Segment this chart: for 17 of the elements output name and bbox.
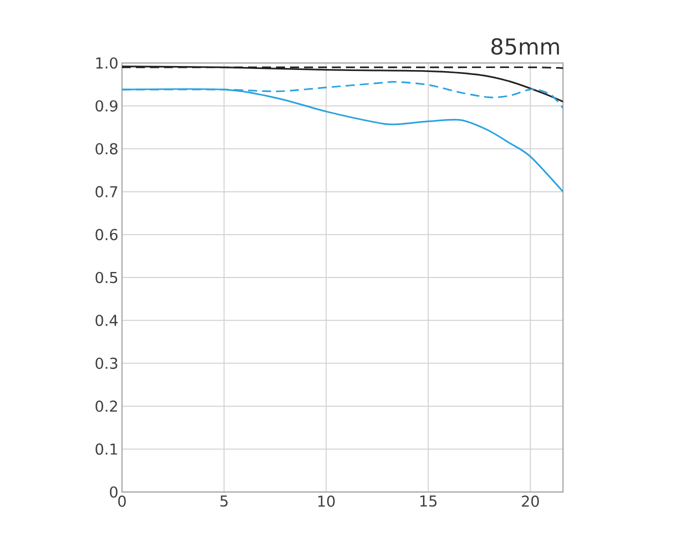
chart-title: 85mm — [491, 38, 559, 55]
x-tick-label: 15 — [420, 496, 436, 507]
y-tick-label: 0.8 — [96, 143, 118, 154]
y-tick-label: 0.9 — [96, 100, 118, 112]
x-tick-label: 0 — [118, 496, 126, 507]
y-tick-label: 1.0 — [96, 57, 118, 69]
y-tick-label: 0.1 — [96, 443, 118, 455]
y-tick-label: 0.2 — [96, 400, 117, 412]
x-tick-label: 10 — [318, 496, 335, 507]
y-tick-label: 0 — [110, 486, 118, 498]
x-tick-label: 20 — [522, 496, 539, 507]
y-tick-label: 0.6 — [96, 228, 118, 240]
y-tick-label: 0.4 — [96, 314, 118, 326]
x-tick-label: 5 — [220, 496, 228, 507]
y-tick-label: 0.5 — [96, 272, 118, 284]
y-tick-label: 0.3 — [96, 358, 118, 369]
y-tick-label: 0.7 — [96, 186, 118, 198]
